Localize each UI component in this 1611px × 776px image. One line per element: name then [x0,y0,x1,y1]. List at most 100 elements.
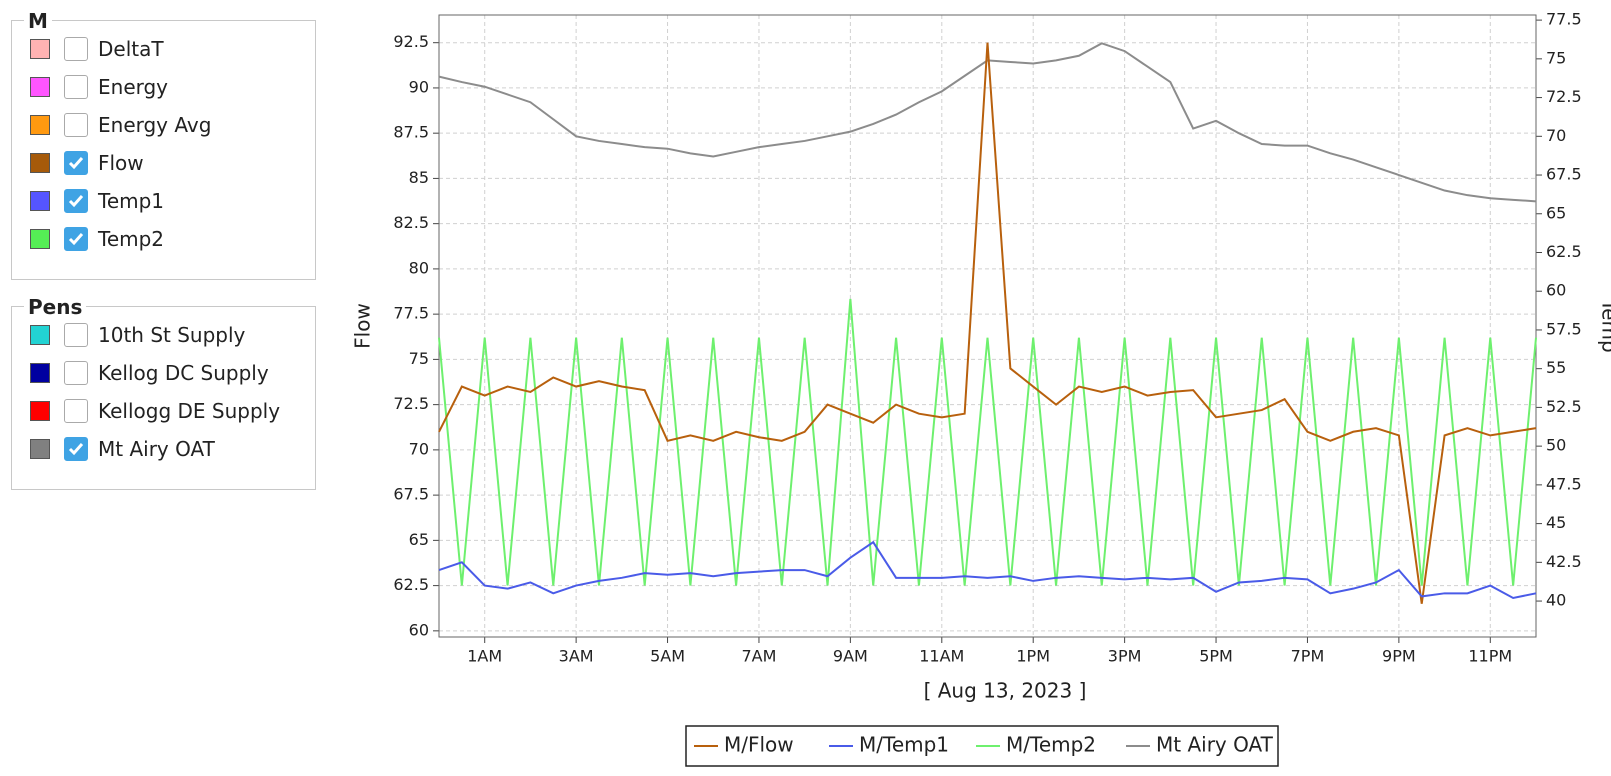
y-axis-label: Flow [351,303,375,349]
color-swatch [30,401,50,421]
check-icon [68,157,84,170]
x-tick-label: 1PM [1016,647,1050,666]
pen-item: 10th St Supply [30,320,245,350]
pen-item: Flow [30,148,144,178]
checkbox[interactable] [64,227,88,251]
pen-label: DeltaT [98,37,164,61]
legend-label: M/Flow [724,733,794,757]
y2-tick-label: 62.5 [1546,242,1582,261]
y2-tick-label: 72.5 [1546,87,1582,106]
x-tick-label: 3AM [559,647,594,666]
y2-tick-label: 65 [1546,203,1566,222]
checkbox[interactable] [64,37,88,61]
legend-panel: M DeltaT Energy Energy Avg Flow Temp1 Temp2 [11,9,316,280]
checkbox[interactable] [64,323,88,347]
panel-title: M [24,9,52,33]
y-tick-label: 60 [409,620,429,639]
panel-title: Pens [24,295,87,319]
x-tick-label: 1AM [467,647,502,666]
color-swatch [30,439,50,459]
x-tick-label: 5PM [1199,647,1233,666]
pen-label: 10th St Supply [98,323,246,347]
y2-tick-label: 45 [1546,513,1566,532]
pen-item: Temp2 [30,224,164,254]
series-line [438,42,1537,604]
color-swatch [30,229,50,249]
pen-label: Energy Avg [98,113,212,137]
pen-label: Kellog DC Supply [98,361,269,385]
color-swatch [30,363,50,383]
color-swatch [30,325,50,345]
pen-item: Mt Airy OAT [30,434,215,464]
pen-item: DeltaT [30,34,164,64]
y2-tick-label: 50 [1546,436,1566,455]
y2-tick-label: 70 [1546,126,1566,145]
checkbox[interactable] [64,75,88,99]
y2-tick-label: 67.5 [1546,165,1582,184]
pen-label: Temp2 [98,227,165,251]
y2-tick-label: 52.5 [1546,397,1582,416]
y-tick-label: 77.5 [393,304,429,323]
x-tick-label: 9AM [833,647,868,666]
color-swatch [30,77,50,97]
series-line [438,298,1537,586]
y-tick-label: 72.5 [393,394,429,413]
pen-label: Temp1 [98,189,165,213]
color-swatch [30,39,50,59]
pen-label: Mt Airy OAT [98,437,215,461]
pen-item: Energy [30,72,168,102]
pen-item: Temp1 [30,186,164,216]
y-tick-label: 75 [409,349,429,368]
x-tick-label: 5AM [650,647,685,666]
checkbox[interactable] [64,437,88,461]
y2-tick-label: 55 [1546,358,1566,377]
y-tick-label: 90 [409,77,429,96]
legend-panel: Pens 10th St Supply Kellog DC Supply Kellog… [11,295,316,490]
legend-label: M/Temp1 [859,733,949,757]
checkbox[interactable] [64,113,88,137]
check-icon [68,233,84,246]
x-tick-label: 9PM [1382,647,1416,666]
x-tick-label: 11AM [919,647,964,666]
legend: M/Flow M/Temp1 M/Temp2 Mt Airy OAT [685,725,1279,767]
y2-tick-label: 57.5 [1546,319,1582,338]
y-tick-label: 80 [409,258,429,277]
checkbox[interactable] [64,399,88,423]
series-line [438,42,1537,203]
y-tick-label: 85 [409,168,429,187]
pen-item: Kellogg DE Supply [30,396,280,426]
checkbox[interactable] [64,361,88,385]
color-swatch [30,191,50,211]
y2-axis-label: Temp [1598,298,1611,352]
pen-label: Flow [98,151,144,175]
plot-frame [438,14,1537,638]
y2-tick-label: 60 [1546,281,1566,300]
y2-tick-label: 75 [1546,48,1566,67]
checkbox[interactable] [64,189,88,213]
legend-label: M/Temp2 [1006,733,1096,757]
check-icon [68,195,84,208]
color-swatch [30,153,50,173]
y-tick-label: 82.5 [393,213,429,232]
checkbox[interactable] [64,151,88,175]
y-tick-label: 92.5 [393,32,429,51]
y-tick-label: 87.5 [393,123,429,142]
y2-tick-label: 40 [1546,591,1566,610]
pen-item: Kellog DC Supply [30,358,269,388]
check-icon [68,443,84,456]
y2-tick-label: 42.5 [1546,552,1582,571]
x-tick-label: 3PM [1108,647,1142,666]
y-tick-label: 70 [409,439,429,458]
x-tick-label: 11PM [1468,647,1512,666]
x-tick-label: 7AM [741,647,776,666]
legend-label: Mt Airy OAT [1156,733,1274,757]
legend-frame [685,725,1279,767]
pen-label: Energy [98,75,169,99]
x-tick-label: 7PM [1291,647,1325,666]
y2-tick-label: 47.5 [1546,474,1582,493]
color-swatch [30,115,50,135]
y2-tick-label: 77.5 [1546,10,1582,29]
pen-item: Energy Avg [30,110,211,140]
